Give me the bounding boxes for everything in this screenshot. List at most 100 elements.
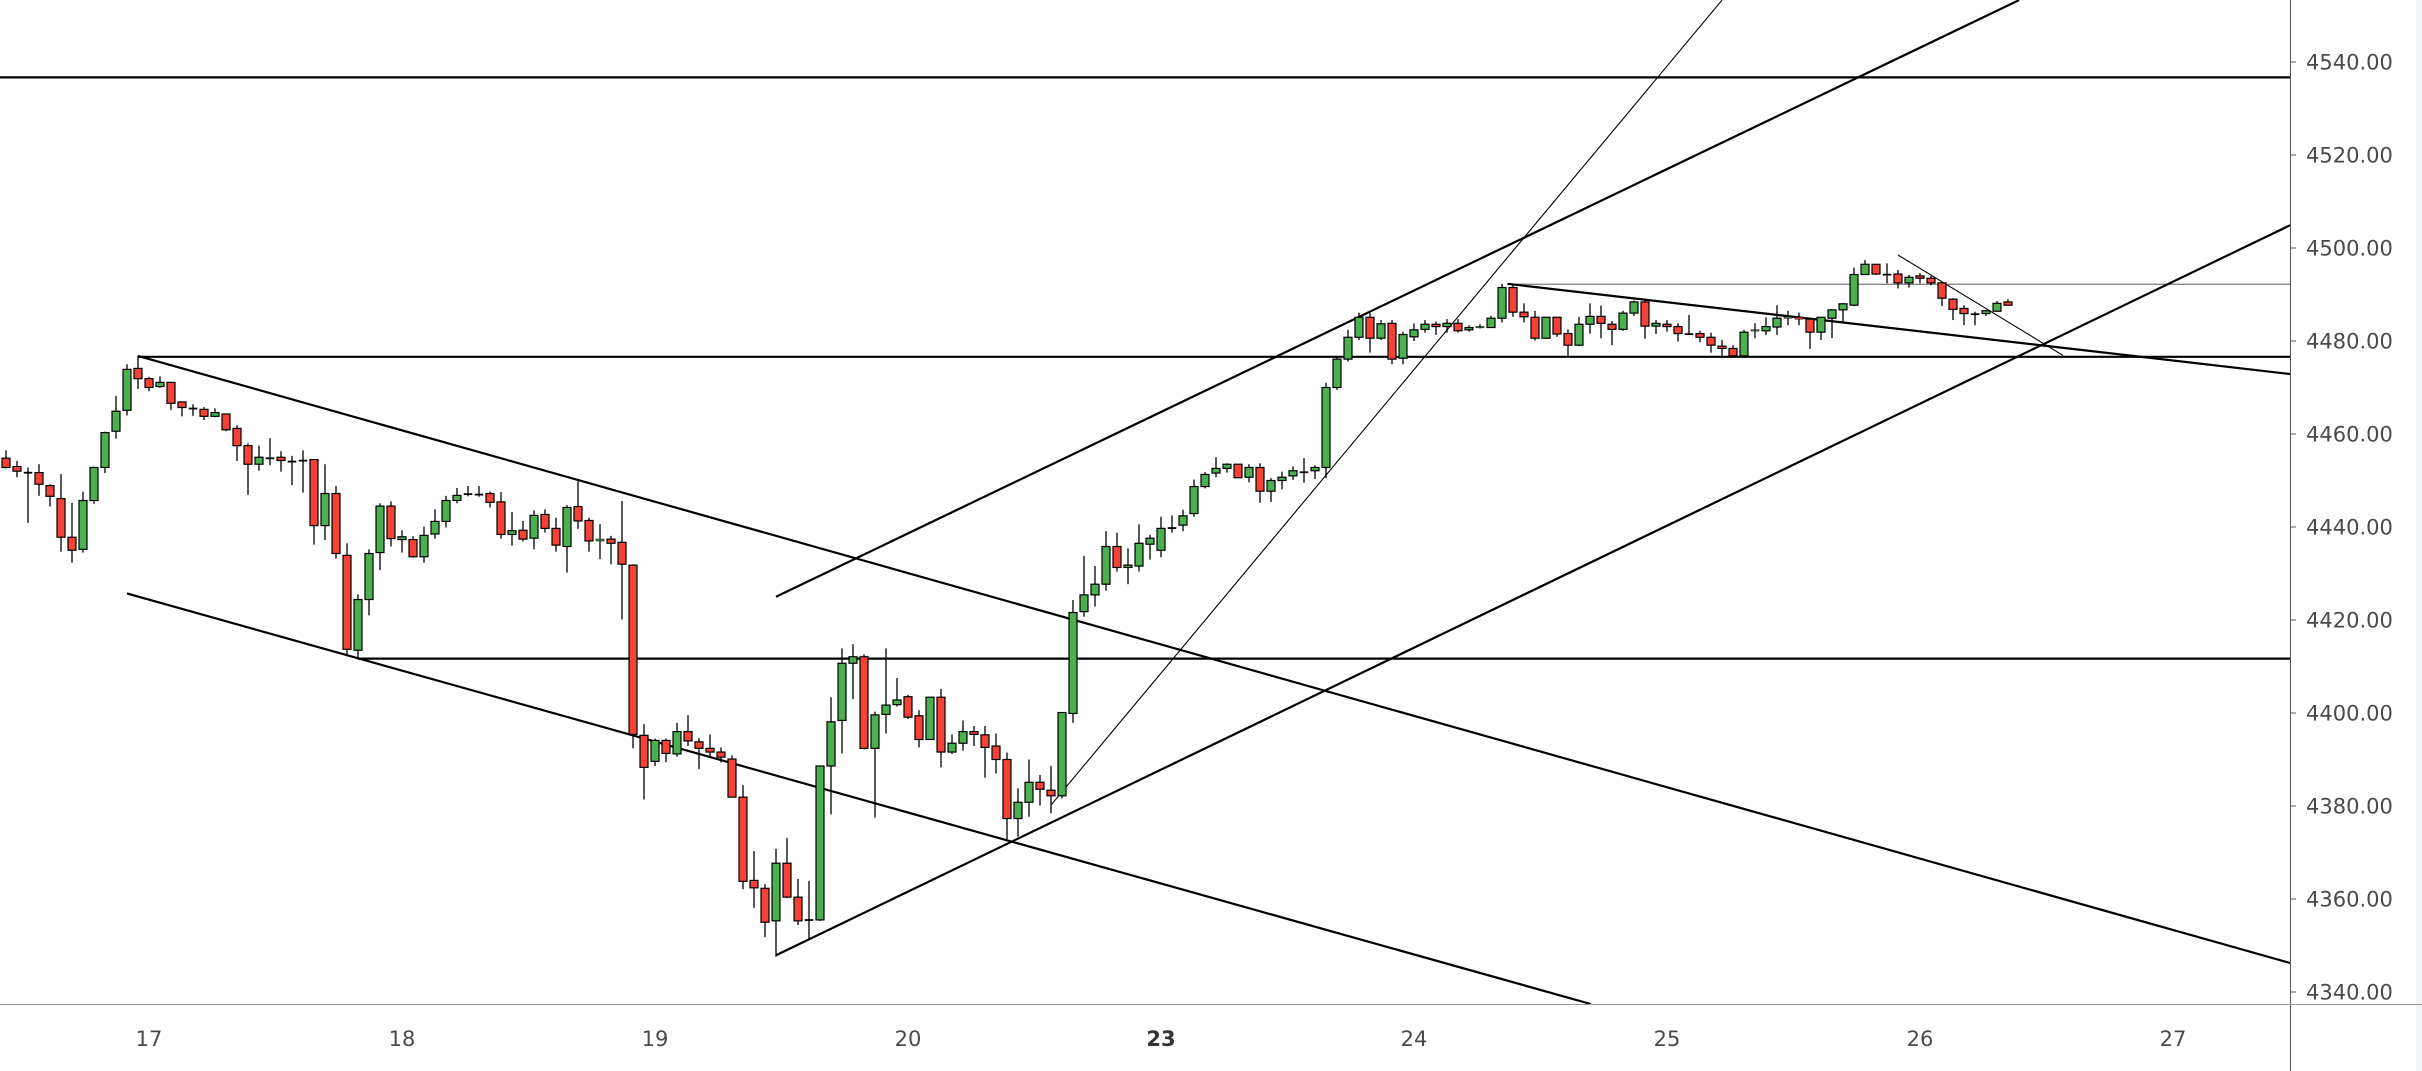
candle-body <box>1299 471 1309 474</box>
candle <box>265 438 275 466</box>
candle <box>848 644 858 700</box>
trend-line[interactable] <box>775 0 2020 598</box>
candle-body <box>1519 311 1529 318</box>
trend-line[interactable] <box>137 354 2290 965</box>
candle <box>1046 766 1056 814</box>
trend-line[interactable] <box>775 224 2290 957</box>
candle <box>56 473 66 552</box>
candle <box>551 517 561 552</box>
candle-body <box>1794 316 1804 320</box>
candle-body <box>1992 302 2002 312</box>
candle <box>1860 260 1870 276</box>
candle-body <box>1321 386 1331 469</box>
candle <box>1728 345 1738 357</box>
candle-body <box>870 714 880 749</box>
candle-body <box>1079 594 1089 613</box>
candle-body <box>254 456 264 465</box>
candle-body <box>1464 326 1474 331</box>
candle <box>342 543 352 657</box>
trend-line[interactable] <box>126 592 1591 1004</box>
candle <box>683 715 693 747</box>
candle-body <box>430 520 440 535</box>
candle <box>232 425 242 461</box>
candle-body <box>815 765 825 921</box>
candle-body <box>595 538 605 542</box>
candle <box>1783 310 1793 326</box>
candle <box>969 726 979 747</box>
plot-area[interactable] <box>0 0 2290 1004</box>
candle <box>727 755 737 798</box>
candle <box>1959 305 1969 326</box>
candle <box>1442 319 1452 333</box>
candle-body <box>210 412 220 417</box>
candle <box>1453 319 1463 333</box>
candle-body <box>419 534 429 558</box>
candle <box>1090 566 1100 607</box>
candle-body <box>122 368 132 411</box>
candle-body <box>760 887 770 923</box>
candle <box>782 838 792 899</box>
candle-body <box>1717 345 1727 350</box>
candle <box>1343 329 1353 362</box>
candle <box>771 848 781 957</box>
candle-body <box>1277 476 1287 482</box>
candle <box>914 710 924 748</box>
candle-body <box>364 552 374 601</box>
candle <box>760 884 770 938</box>
candle <box>1277 471 1287 490</box>
candle <box>243 443 253 495</box>
candle <box>1827 309 1837 339</box>
price-tick-label: 4440.00 <box>2306 516 2393 540</box>
candle-body <box>727 758 737 798</box>
candle <box>1926 275 1936 286</box>
candle-body <box>826 721 836 767</box>
candle <box>23 467 33 523</box>
candle-body <box>958 730 968 744</box>
time-tick-label: 25 <box>1654 1027 1681 1051</box>
candle <box>320 464 330 541</box>
candle-body <box>1112 545 1122 569</box>
candle-body <box>1871 263 1881 275</box>
candle-body <box>1134 542 1144 567</box>
candle-body <box>1695 332 1705 338</box>
time-tick-label: 18 <box>389 1027 416 1051</box>
candle <box>1420 320 1430 333</box>
candle <box>298 450 308 493</box>
price-axis-panel[interactable] <box>2290 0 2422 1071</box>
candle <box>1134 524 1144 572</box>
candle-body <box>133 367 143 380</box>
candle <box>1618 310 1628 331</box>
candle-body <box>562 506 572 548</box>
price-tick-label: 4500.00 <box>2306 237 2393 261</box>
candle-body <box>1948 298 1958 310</box>
candle-body <box>320 492 330 527</box>
candle <box>1486 315 1496 329</box>
candle-body <box>287 460 297 463</box>
candle <box>144 376 154 392</box>
scrollbar-strip <box>2416 0 2422 1071</box>
candle <box>1475 324 1485 329</box>
candle <box>1794 312 1804 326</box>
candle-body <box>1629 301 1639 314</box>
candle-body <box>188 407 198 410</box>
trend-line[interactable] <box>1897 254 2064 356</box>
candle-body <box>1750 329 1760 332</box>
trend-line[interactable] <box>1507 282 2291 376</box>
candle <box>892 678 902 707</box>
candle-body <box>793 896 803 922</box>
candle <box>1222 463 1232 473</box>
candle-body <box>1442 322 1452 328</box>
candle <box>1024 759 1034 817</box>
price-tick-label: 4460.00 <box>2306 423 2393 447</box>
candle-body <box>1002 758 1012 820</box>
price-tick-label: 4400.00 <box>2306 702 2393 726</box>
trend-line[interactable] <box>1050 0 1723 806</box>
candle-body <box>485 492 495 503</box>
candle-body <box>1640 301 1650 327</box>
candle-body <box>12 465 22 472</box>
candle <box>1255 463 1265 503</box>
candle-body <box>848 656 858 664</box>
candle <box>1970 311 1980 326</box>
candle <box>826 697 836 815</box>
